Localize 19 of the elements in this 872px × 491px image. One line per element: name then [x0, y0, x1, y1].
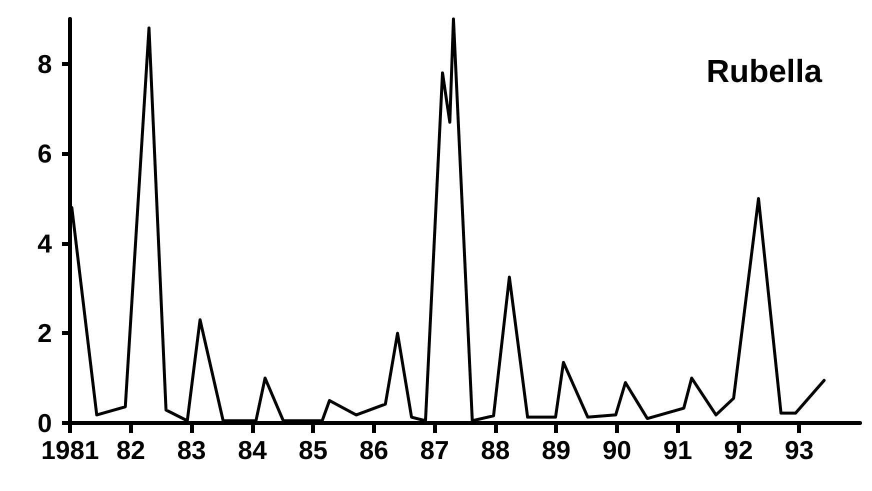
x-tick-label: 83 — [177, 435, 206, 465]
x-tick-label: 86 — [359, 435, 388, 465]
x-tick-label: 90 — [602, 435, 632, 465]
x-tick-label: 84 — [238, 435, 268, 465]
x-tick-label: 82 — [116, 435, 146, 465]
x-tick-label: 87 — [420, 435, 450, 465]
y-tick-label: 4 — [38, 228, 53, 258]
text: Rubella — [706, 53, 822, 89]
x-tick-label: 1981 — [41, 435, 99, 465]
x-tick-label: 91 — [663, 435, 692, 465]
y-tick-label: 0 — [38, 408, 52, 438]
y-tick-label: 8 — [38, 48, 52, 79]
x-tick-label: 93 — [784, 435, 814, 465]
x-tick-label: 89 — [542, 435, 571, 465]
x-tick-label: 85 — [298, 435, 328, 465]
x-tick-label: 92 — [724, 435, 753, 465]
x-tick-label: 88 — [480, 435, 510, 465]
y-tick-label: 6 — [38, 138, 52, 169]
y-tick-label: 2 — [38, 318, 52, 348]
